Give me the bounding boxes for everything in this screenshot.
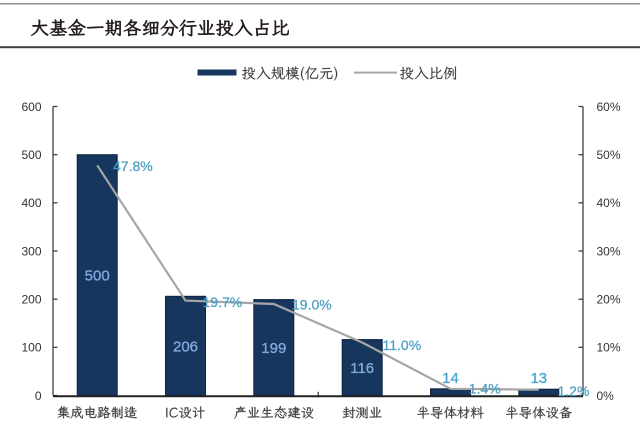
svg-text:400: 400 [21, 196, 41, 210]
svg-text:1.2%: 1.2% [558, 383, 590, 399]
svg-text:100: 100 [21, 341, 41, 355]
svg-text:199: 199 [261, 340, 286, 357]
svg-text:1.4%: 1.4% [469, 380, 501, 396]
svg-text:500: 500 [21, 148, 41, 162]
svg-text:20%: 20% [597, 293, 621, 307]
svg-text:116: 116 [350, 360, 374, 377]
svg-text:0: 0 [35, 389, 42, 403]
svg-text:50%: 50% [597, 148, 621, 162]
svg-text:11.0%: 11.0% [383, 337, 422, 353]
svg-text:19.7%: 19.7% [203, 294, 243, 310]
svg-text:30%: 30% [597, 244, 621, 258]
svg-text:60%: 60% [597, 100, 621, 114]
svg-text:500: 500 [85, 268, 110, 285]
svg-text:10%: 10% [597, 341, 621, 355]
svg-text:300: 300 [21, 244, 41, 258]
svg-text:47.8%: 47.8% [113, 158, 153, 174]
svg-text:600: 600 [21, 100, 41, 114]
svg-text:14: 14 [442, 370, 459, 387]
svg-text:0%: 0% [597, 389, 615, 403]
svg-text:40%: 40% [597, 196, 621, 210]
svg-text:206: 206 [173, 338, 198, 355]
svg-text:19.0%: 19.0% [292, 297, 332, 313]
svg-text:13: 13 [530, 370, 547, 387]
svg-text:200: 200 [21, 293, 41, 307]
